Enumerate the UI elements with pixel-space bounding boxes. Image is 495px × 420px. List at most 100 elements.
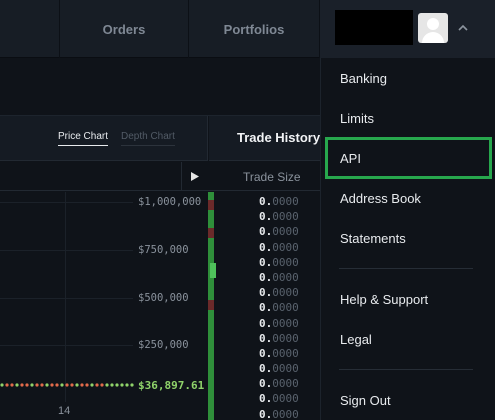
- nav-divider: [59, 0, 60, 58]
- trade-size-int: 0.: [259, 225, 273, 239]
- tab-depth-chart[interactable]: Depth Chart: [121, 131, 175, 146]
- trade-size-dec: 0000: [272, 301, 299, 315]
- price-candle: [110, 383, 114, 387]
- menu-item-sign-out[interactable]: Sign Out: [340, 393, 391, 408]
- price-candle: [130, 383, 134, 387]
- trade-row: 0.0000: [259, 376, 321, 391]
- price-candle: [70, 383, 74, 387]
- price-candle: [95, 383, 99, 387]
- nav-orders[interactable]: Orders: [102, 21, 146, 37]
- y-axis-tick: $1,000,000: [138, 196, 202, 208]
- trade-size-int: 0.: [259, 316, 273, 330]
- tab-price-chart[interactable]: Price Chart: [58, 131, 109, 146]
- trade-size-dec: 0000: [272, 240, 299, 254]
- trade-row: 0.0000: [259, 300, 321, 315]
- price-candle: [25, 383, 29, 387]
- trade-size-dec: 0000: [272, 255, 299, 269]
- trade-size-int: 0.: [259, 195, 273, 208]
- trade-size-dec: 0000: [272, 407, 299, 420]
- trade-size-dec: 0000: [272, 286, 299, 300]
- trade-size-dec: 0000: [272, 362, 299, 376]
- price-candle: [20, 383, 24, 387]
- price-candle: [55, 383, 59, 387]
- depth-strip-sell: [208, 228, 214, 238]
- chart-panel-header: [0, 116, 208, 161]
- trade-row: 0.0000: [259, 346, 321, 361]
- menu-item-legal[interactable]: Legal: [340, 332, 372, 347]
- chevron-up-icon[interactable]: [456, 20, 470, 34]
- menu-item-address-book[interactable]: Address Book: [340, 191, 421, 206]
- price-candle: [0, 383, 4, 387]
- menu-item-limits[interactable]: Limits: [340, 111, 374, 126]
- play-icon[interactable]: [181, 162, 208, 191]
- depth-strip-buy: [210, 263, 216, 278]
- trade-history-header: [209, 116, 329, 161]
- price-candles: [0, 383, 134, 387]
- x-axis-tick: 14: [58, 405, 71, 417]
- trade-size-dec: 0000: [272, 270, 299, 284]
- price-candle: [85, 383, 89, 387]
- trade-size-int: 0.: [259, 392, 273, 406]
- trade-row: 0.0000: [259, 270, 321, 285]
- trade-size-dec: 0000: [272, 346, 299, 360]
- chart-gridline: [0, 298, 133, 299]
- user-dropdown-menu: [320, 58, 495, 420]
- trade-row: 0.0000: [259, 391, 321, 406]
- avatar-body: [422, 32, 444, 43]
- nav-portfolios[interactable]: Portfolios: [223, 21, 285, 37]
- price-candle: [105, 383, 109, 387]
- trade-row: 0.0000: [259, 285, 321, 300]
- menu-item-statements[interactable]: Statements: [340, 231, 406, 246]
- price-candle: [125, 383, 129, 387]
- trade-size-int: 0.: [259, 362, 273, 376]
- user-menu-toggle[interactable]: [320, 0, 495, 58]
- redacted-user-name: [335, 10, 413, 45]
- y-axis-tick: $750,000: [138, 244, 189, 256]
- chevron-up-icon-svg: [458, 24, 468, 31]
- price-candle: [15, 383, 19, 387]
- price-candle: [30, 383, 34, 387]
- price-candle: [80, 383, 84, 387]
- trade-size-int: 0.: [259, 210, 273, 224]
- menu-item-api[interactable]: API: [340, 151, 361, 166]
- depth-strip-sell: [208, 200, 214, 210]
- menu-item-banking[interactable]: Banking: [340, 71, 387, 86]
- trade-size-dec: 0000: [272, 392, 299, 406]
- nav-divider: [188, 0, 189, 58]
- trade-size-int: 0.: [259, 270, 273, 284]
- trade-size-int: 0.: [259, 346, 273, 360]
- trade-row: 0.0000: [259, 240, 321, 255]
- trade-size-int: 0.: [259, 255, 273, 269]
- trade-row: 0.0000: [259, 209, 321, 224]
- trade-size-dec: 0000: [272, 195, 299, 208]
- trade-size-int: 0.: [259, 331, 273, 345]
- trade-row: 0.0000: [259, 316, 321, 331]
- trade-size-dec: 0000: [272, 225, 299, 239]
- menu-item-help-support[interactable]: Help & Support: [340, 292, 429, 307]
- chart-gridline: [0, 345, 133, 346]
- chart-gridline: [65, 192, 66, 402]
- chart-gridline: [0, 250, 133, 251]
- price-candle: [115, 383, 119, 387]
- chart-subheader: [0, 162, 320, 191]
- price-candle: [100, 383, 104, 387]
- trade-size-dec: 0000: [272, 377, 299, 391]
- price-candle: [35, 383, 39, 387]
- price-candle: [60, 383, 64, 387]
- price-candle: [45, 383, 49, 387]
- price-candle: [5, 383, 9, 387]
- trade-row: 0.0000: [259, 255, 321, 270]
- price-candle: [50, 383, 54, 387]
- price-candle: [65, 383, 69, 387]
- trade-size-int: 0.: [259, 377, 273, 391]
- user-avatar-icon[interactable]: [418, 13, 448, 43]
- price-candle: [120, 383, 124, 387]
- menu-divider: [339, 369, 473, 370]
- menu-divider: [339, 268, 473, 269]
- trade-size-int: 0.: [259, 407, 273, 420]
- price-candle: [10, 383, 14, 387]
- trade-history-list: 0.0000 0.0000 0.0000 0.0000 0.0000 0.0000 0.00…: [259, 194, 321, 420]
- trade-row: 0.0000: [259, 407, 321, 420]
- trade-size-int: 0.: [259, 301, 273, 315]
- price-candle: [90, 383, 94, 387]
